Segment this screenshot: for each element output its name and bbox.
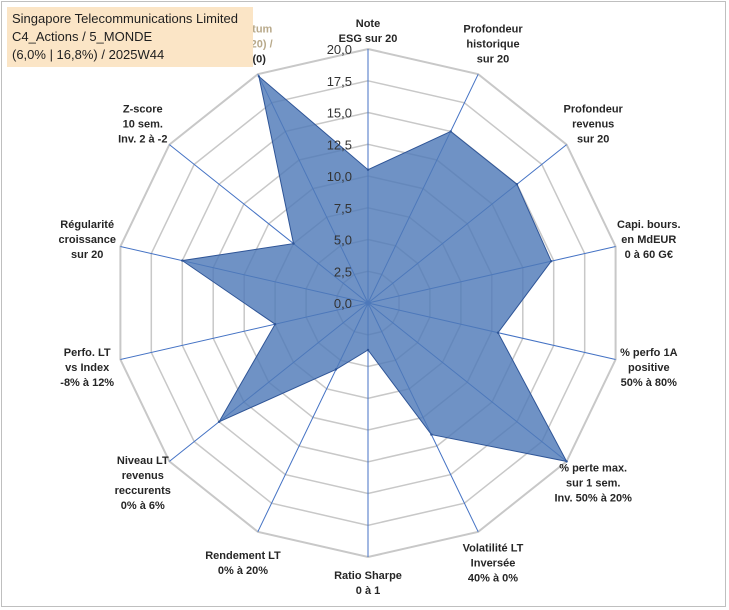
series-area — [180, 75, 568, 463]
tick-label-4: 10,0 — [327, 169, 352, 184]
data-point-0 — [366, 168, 370, 171]
axis-label-line: 0 à 60 G€ — [625, 249, 673, 261]
axis-label-line: Ratio Sharpe — [334, 570, 402, 582]
data-point-13 — [257, 75, 261, 78]
summary-label: (6,0% | 16,8%) / 2025W44 — [12, 47, 165, 62]
axis-label-10: Perfo. LT vs Index -8% à 12% — [60, 347, 114, 389]
axis-label-line: Profondeur — [564, 103, 624, 115]
chart-title-box: Singapore Telecommunications Limited C4_… — [7, 7, 253, 67]
axis-label-9: Niveau LT revenus reccurents 0% à 6% — [115, 455, 171, 512]
axis-label-4: % perfo 1A positive 50% à 80% — [620, 347, 678, 389]
axis-label-line: -8% à 12% — [60, 377, 114, 389]
tick-label-7: 17,5 — [327, 74, 352, 89]
axis-label-line: Volatilité LT — [463, 543, 524, 555]
axis-label-line: en MdEUR — [621, 234, 676, 246]
data-point-4 — [496, 331, 500, 334]
axis-label-line: % perte max. — [559, 463, 627, 475]
axis-label-line: sur 20 — [71, 249, 103, 261]
axis-label-line: revenus — [572, 118, 614, 130]
category-label: C4_Actions / 5_MONDE — [12, 29, 153, 44]
axis-label-line: croissance — [58, 234, 115, 246]
radar-series — [180, 75, 568, 463]
tick-label-5: 12,5 — [327, 137, 352, 152]
axis-label-line: Niveau LT — [117, 455, 169, 467]
axis-label-line: Régularité — [60, 219, 114, 231]
axis-label-line: ESG sur 20 — [339, 33, 398, 45]
axis-label-line: 0% à 6% — [121, 500, 165, 512]
axis-label-line: 10 sem. — [123, 118, 163, 130]
axis-label-line: 0% à 20% — [218, 565, 268, 577]
data-point-11 — [181, 259, 184, 262]
axis-label-7: Ratio Sharpe 0 à 1 — [334, 570, 402, 597]
axis-label-5: % perte max. sur 1 sem. Inv. 50% à 20% — [554, 463, 632, 505]
axis-label-line: revenus — [122, 470, 164, 482]
axis-label-11: Régularité croissance sur 20 — [58, 219, 115, 261]
axis-label-line: Z-score — [123, 103, 163, 115]
data-point-12 — [292, 242, 295, 245]
axis-label-line: Capi. bours. — [617, 219, 681, 231]
data-point-3 — [550, 260, 553, 263]
axis-label-3: Capi. bours. en MdEUR 0 à 60 G€ — [617, 219, 681, 261]
data-point-9 — [217, 420, 221, 423]
axis-label-6: Volatilité LT Inversée 40% à 0% — [463, 543, 524, 585]
tick-label-8: 20,0 — [327, 42, 352, 57]
tick-label-1: 2,5 — [334, 264, 352, 279]
axis-label-line: vs Index — [65, 362, 110, 374]
axis-label-12: Z-score 10 sem. Inv. 2 à -2 — [118, 103, 167, 145]
axis-label-line: Inv. 2 à -2 — [118, 133, 167, 145]
data-point-5 — [565, 460, 568, 463]
axis-label-line: sur 20 — [477, 54, 509, 66]
axis-label-line: 50% à 80% — [621, 377, 677, 389]
axis-label-line: sur 1 sem. — [566, 478, 620, 490]
tick-label-3: 7,5 — [334, 201, 352, 216]
axis-label-line: Note — [356, 18, 380, 30]
tick-label-6: 15,0 — [327, 106, 352, 121]
data-point-1 — [449, 130, 452, 133]
company-name: Singapore Telecommunications Limited — [12, 11, 238, 26]
data-point-6 — [430, 433, 433, 436]
axis-label-line: historique — [466, 39, 519, 51]
axis-label-line: % perfo 1A — [620, 347, 678, 359]
axis-label-line: 0 à 1 — [356, 585, 380, 597]
axis-label-line: 40% à 0% — [468, 573, 518, 585]
tick-label-0: 0,0 — [334, 296, 352, 311]
radial-tick-labels: 0,0 2,5 5,0 7,5 10,0 12,5 15,0 17,5 20,0 — [327, 42, 352, 311]
axis-label-line: Perfo. LT — [64, 347, 111, 359]
axis-label-1: Profondeur historique sur 20 — [463, 24, 523, 66]
axis-label-line: Inv. 50% à 20% — [554, 493, 632, 505]
axis-label-line: Rendement LT — [205, 550, 281, 562]
axis-labels: Note ESG sur 20 Profondeur historique sur 20… — [58, 18, 680, 597]
data-point-2 — [515, 183, 519, 186]
axis-label-2: Profondeur revenus sur 20 — [564, 103, 624, 145]
axis-label-8: Rendement LT 0% à 20% — [205, 550, 281, 577]
axis-label-line: reccurents — [115, 485, 171, 497]
tick-label-2: 5,0 — [334, 233, 352, 248]
axis-label-line: Inversée — [471, 558, 516, 570]
data-point-8 — [334, 368, 338, 371]
axis-label-line: sur 20 — [577, 133, 609, 145]
axis-label-0: Note ESG sur 20 — [339, 18, 398, 45]
axis-label-line: Profondeur — [463, 24, 523, 36]
data-point-10 — [273, 323, 277, 326]
data-point-7 — [366, 348, 370, 352]
axis-label-line: positive — [628, 362, 670, 374]
